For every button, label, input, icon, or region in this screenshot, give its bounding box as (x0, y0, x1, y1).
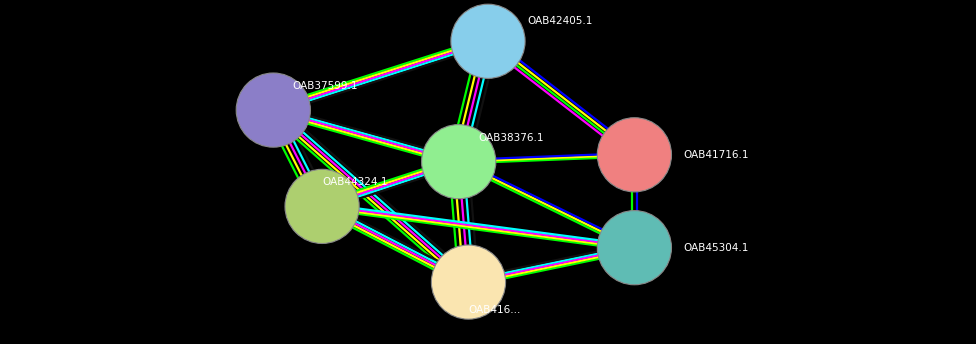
Text: OAB38376.1: OAB38376.1 (478, 132, 544, 143)
Text: OAB416...: OAB416... (468, 304, 521, 315)
Ellipse shape (451, 4, 525, 78)
Ellipse shape (285, 169, 359, 244)
Text: OAB45304.1: OAB45304.1 (683, 243, 749, 253)
Ellipse shape (422, 125, 496, 199)
Ellipse shape (597, 211, 671, 285)
Text: OAB44324.1: OAB44324.1 (322, 177, 387, 187)
Ellipse shape (597, 118, 671, 192)
Ellipse shape (431, 245, 506, 319)
Text: OAB42405.1: OAB42405.1 (527, 15, 592, 26)
Text: OAB41716.1: OAB41716.1 (683, 150, 749, 160)
Ellipse shape (236, 73, 310, 147)
Text: OAB37599.1: OAB37599.1 (293, 81, 358, 91)
